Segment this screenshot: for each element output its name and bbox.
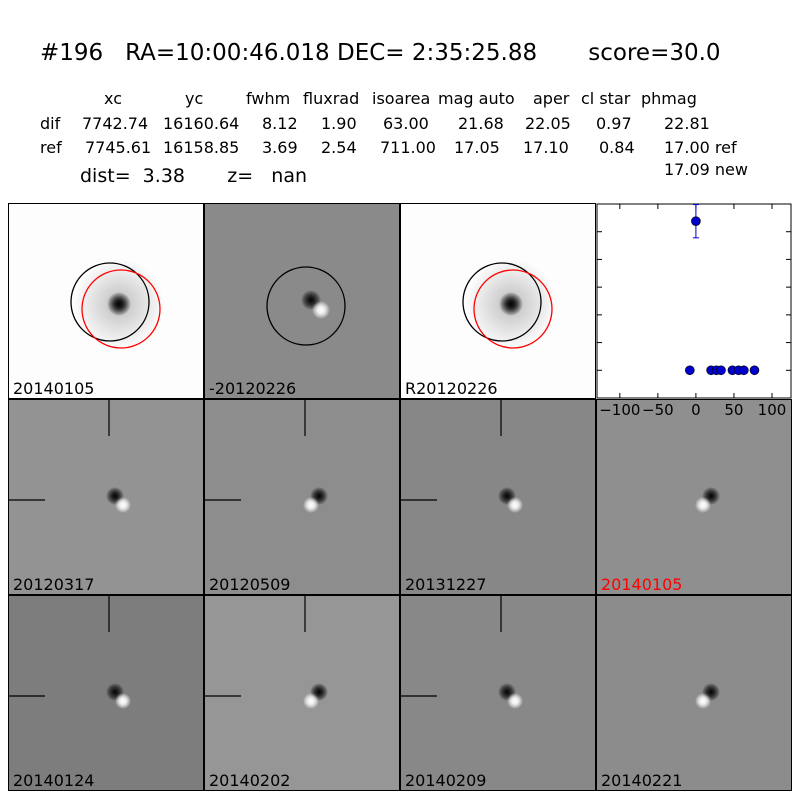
column-header: xc bbox=[104, 89, 122, 108]
table-cell: 7742.74 bbox=[82, 114, 149, 133]
cutout-panel[interactable]: 20140221 bbox=[596, 595, 792, 791]
column-header: fwhm bbox=[246, 89, 291, 108]
table-cell: 17.10 bbox=[523, 138, 569, 157]
table-cell: 22.05 bbox=[525, 114, 571, 133]
cutout-date-label: R20120226 bbox=[405, 379, 498, 398]
data-point bbox=[691, 216, 701, 226]
table-cell: 3.69 bbox=[262, 138, 298, 157]
cutout-image bbox=[462, 259, 556, 349]
cutout-date-label: 20120317 bbox=[13, 575, 95, 594]
cutout-panel[interactable]: 20120317 bbox=[8, 399, 204, 595]
cutout-date-label: 20131227 bbox=[405, 575, 487, 594]
cutout-date-label: 20140124 bbox=[13, 771, 95, 790]
row-name: ref bbox=[40, 138, 62, 157]
column-header: mag auto bbox=[438, 89, 515, 108]
table-cell: 17.05 bbox=[454, 138, 500, 157]
new-mag-label: 17.09 new bbox=[664, 160, 748, 179]
x-tick-label: 0 bbox=[691, 401, 701, 419]
distance-line: dist= 3.38 z= nan bbox=[80, 165, 308, 187]
table-cell: 0.84 bbox=[599, 138, 635, 157]
cutout-image bbox=[401, 596, 523, 709]
cutout-panel[interactable]: 20120509 bbox=[204, 399, 400, 595]
cutout-panel[interactable]: 20140124 bbox=[8, 595, 204, 791]
plot-frame bbox=[596, 203, 792, 399]
table-cell: 2.54 bbox=[321, 138, 357, 157]
column-header: aper bbox=[533, 89, 570, 108]
cutout-image bbox=[9, 400, 131, 513]
table-cell: 16160.64 bbox=[163, 114, 240, 133]
cutout-date-label: 20140221 bbox=[601, 771, 683, 790]
cutout-panel[interactable]: 20140105 bbox=[596, 399, 792, 595]
table-cell: 0.97 bbox=[596, 114, 632, 133]
candidate-title: #196 RA=10:00:46.018 DEC= 2:35:25.88 sco… bbox=[40, 40, 721, 66]
cutout-image bbox=[205, 596, 328, 709]
x-tick-label: −50 bbox=[642, 401, 674, 419]
x-tick-label: −100 bbox=[599, 401, 640, 419]
cutout-panel[interactable]: -20120226 bbox=[204, 203, 400, 399]
cutout-image bbox=[205, 400, 328, 513]
table-cell: 8.12 bbox=[262, 114, 298, 133]
cutout-panel[interactable]: 20140202 bbox=[204, 595, 400, 791]
data-point bbox=[716, 365, 726, 376]
cutout-image bbox=[70, 259, 164, 349]
table-cell: 21.68 bbox=[458, 114, 504, 133]
table-cell: 22.81 bbox=[664, 114, 710, 133]
cutout-panel[interactable]: R20120226 bbox=[400, 203, 596, 399]
cutout-date-label: -20120226 bbox=[209, 379, 297, 398]
row-name: dif bbox=[40, 114, 61, 133]
column-header: phmag bbox=[641, 89, 697, 108]
cutout-panel[interactable]: 20140209 bbox=[400, 595, 596, 791]
cutout-image bbox=[9, 596, 131, 709]
table-cell: 63.00 bbox=[383, 114, 429, 133]
cutout-date-label: 20140105 bbox=[601, 575, 683, 594]
cutout-image bbox=[695, 683, 720, 709]
cutout-date-label: 20120509 bbox=[209, 575, 291, 594]
table-cell: 711.00 bbox=[380, 138, 436, 157]
data-point bbox=[739, 365, 749, 376]
cutout-panel[interactable]: 20131227 bbox=[400, 399, 596, 595]
column-header: isoarea bbox=[372, 89, 431, 108]
table-cell: 17.00 ref bbox=[664, 138, 737, 157]
data-point bbox=[685, 365, 695, 376]
cutout-image bbox=[401, 400, 523, 513]
table-cell: 16158.85 bbox=[163, 138, 240, 157]
table-cell: 7745.61 bbox=[85, 138, 152, 157]
column-header: fluxrad bbox=[303, 89, 360, 108]
cutout-date-label: 20140209 bbox=[405, 771, 487, 790]
cutout-date-label: 20140202 bbox=[209, 771, 291, 790]
data-point bbox=[749, 365, 760, 376]
x-tick-label: 100 bbox=[758, 401, 787, 419]
cutout-image bbox=[266, 266, 346, 346]
column-header: yc bbox=[185, 89, 204, 108]
cutout-image bbox=[695, 487, 720, 513]
light-curve-plot: 22.523.023.524.024.525.025.526.0−100−500… bbox=[596, 203, 792, 419]
table-cell: 1.90 bbox=[321, 114, 357, 133]
cutout-panel[interactable]: 20140105 bbox=[8, 203, 204, 399]
cutout-date-label: 20140105 bbox=[13, 379, 95, 398]
x-tick-label: 50 bbox=[724, 401, 743, 419]
column-header: cl star bbox=[581, 89, 631, 108]
